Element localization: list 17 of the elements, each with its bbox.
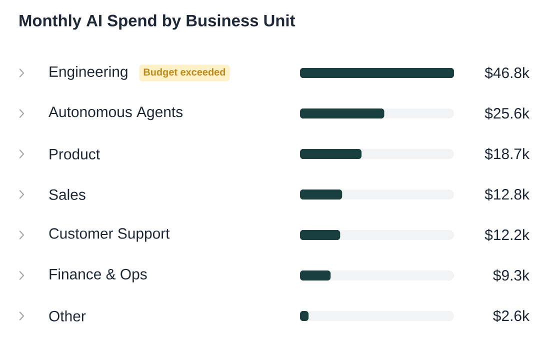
y-tick-label: Customer Support (49, 228, 170, 242)
y-tick-label: Autonomous Agents (48, 106, 183, 120)
y-tick-label: Other (49, 310, 86, 322)
data-label: $12.8k (484, 188, 530, 200)
y-tick-label: Engineering (50, 66, 128, 80)
data-label: $25.6k (484, 107, 530, 120)
y-tick-label: Sales (49, 188, 86, 200)
text: Monthly AI Spend by Business Unit (20, 14, 296, 30)
y-tick-label: Product (50, 148, 100, 160)
y-tick-label: Finance & Ops (50, 268, 147, 282)
bar (300, 270, 331, 280)
data-label: $12.2k (484, 228, 530, 241)
data-label: $2.6k (493, 310, 530, 322)
data-label: $9.3k (493, 269, 530, 282)
text: Budget exceeded (144, 68, 226, 78)
data-label: $46.8k (484, 66, 530, 79)
data-label: $18.7k (484, 148, 530, 160)
